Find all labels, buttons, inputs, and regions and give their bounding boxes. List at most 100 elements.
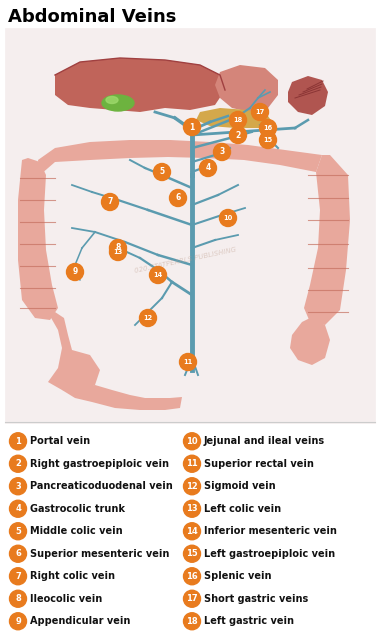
Circle shape [169,189,187,207]
Circle shape [149,266,166,284]
Text: 9: 9 [15,617,21,626]
Circle shape [10,612,27,630]
Circle shape [184,545,201,563]
Text: Right gastroepiploic vein: Right gastroepiploic vein [30,459,169,468]
Text: 13: 13 [113,249,123,255]
Bar [5,28,375,423]
Circle shape [184,590,201,607]
Circle shape [10,477,27,495]
Text: Portal vein: Portal vein [30,436,90,446]
Text: 11: 11 [184,359,193,365]
Text: 9: 9 [72,268,78,276]
Polygon shape [55,58,225,112]
Text: 18: 18 [233,117,242,123]
Circle shape [184,433,201,450]
Text: Appendicular vein: Appendicular vein [30,616,130,627]
Text: Splenic vein: Splenic vein [204,572,271,581]
Polygon shape [196,108,272,128]
Text: 7: 7 [107,198,113,207]
Text: 10: 10 [186,436,198,445]
Text: 3: 3 [219,147,225,157]
Ellipse shape [102,95,134,111]
Circle shape [109,243,127,260]
Text: Ileocolic vein: Ileocolic vein [30,594,102,604]
Circle shape [184,523,201,540]
Circle shape [184,455,201,472]
Text: Left gastric vein: Left gastric vein [204,616,294,627]
Text: 1: 1 [15,436,21,445]
Ellipse shape [106,97,118,104]
Text: 3: 3 [15,482,21,491]
Text: Sigmoid vein: Sigmoid vein [204,481,276,492]
Text: Right colic vein: Right colic vein [30,572,115,581]
Text: 5: 5 [160,168,165,177]
Text: 2: 2 [15,460,21,468]
Polygon shape [38,140,322,175]
Circle shape [230,127,247,143]
Text: 17: 17 [255,109,264,115]
Polygon shape [304,155,350,325]
Text: 1: 1 [189,122,195,131]
Text: 14: 14 [186,527,198,536]
Polygon shape [290,318,330,365]
Text: 4: 4 [205,163,211,173]
Text: 13: 13 [186,504,198,513]
Text: Middle colic vein: Middle colic vein [30,526,123,536]
Text: Gastrocolic trunk: Gastrocolic trunk [30,504,125,514]
Text: 6: 6 [176,193,180,202]
Text: Inferior mesenteric vein: Inferior mesenteric vein [204,526,337,536]
Circle shape [184,500,201,517]
Circle shape [10,590,27,607]
Circle shape [10,568,27,585]
Text: 16: 16 [263,125,272,131]
Text: Short gastric veins: Short gastric veins [204,594,308,604]
Circle shape [179,353,196,371]
Text: 020.STATPEARLS PUBLISHING: 020.STATPEARLS PUBLISHING [134,246,236,274]
Circle shape [184,118,201,136]
Text: 7: 7 [15,572,21,580]
Circle shape [260,120,277,136]
Circle shape [184,612,201,630]
Polygon shape [48,312,100,392]
Text: 8: 8 [15,595,21,604]
Text: Left colic vein: Left colic vein [204,504,281,514]
Text: 6: 6 [15,549,21,558]
Circle shape [220,209,236,227]
Text: Pancreaticoduodenal vein: Pancreaticoduodenal vein [30,481,173,492]
Circle shape [214,143,231,161]
Text: Superior rectal vein: Superior rectal vein [204,459,314,468]
Text: 10: 10 [223,215,233,221]
Circle shape [66,264,84,280]
Circle shape [101,193,119,211]
Polygon shape [288,76,328,115]
Circle shape [10,433,27,450]
Text: Superior mesenteric vein: Superior mesenteric vein [30,548,169,559]
Text: 11: 11 [186,460,198,468]
Text: 18: 18 [186,617,198,626]
Text: 15: 15 [186,549,198,558]
Text: 2: 2 [235,131,241,140]
Circle shape [154,163,171,180]
Circle shape [10,455,27,472]
Circle shape [252,104,269,120]
Text: 15: 15 [263,137,272,143]
Circle shape [10,545,27,563]
Text: 4: 4 [15,504,21,513]
Text: 12: 12 [143,315,153,321]
Circle shape [184,477,201,495]
Circle shape [184,568,201,585]
Circle shape [260,131,277,148]
Circle shape [200,159,217,177]
Circle shape [139,310,157,326]
Text: 8: 8 [115,243,121,253]
Text: Left gastroepiploic vein: Left gastroepiploic vein [204,548,335,559]
Circle shape [230,111,247,129]
Polygon shape [18,158,58,320]
Circle shape [10,500,27,517]
Circle shape [10,523,27,540]
Text: 5: 5 [15,527,21,536]
Text: Abdominal Veins: Abdominal Veins [8,8,176,26]
Polygon shape [215,65,278,112]
Circle shape [109,239,127,257]
Polygon shape [62,385,182,410]
